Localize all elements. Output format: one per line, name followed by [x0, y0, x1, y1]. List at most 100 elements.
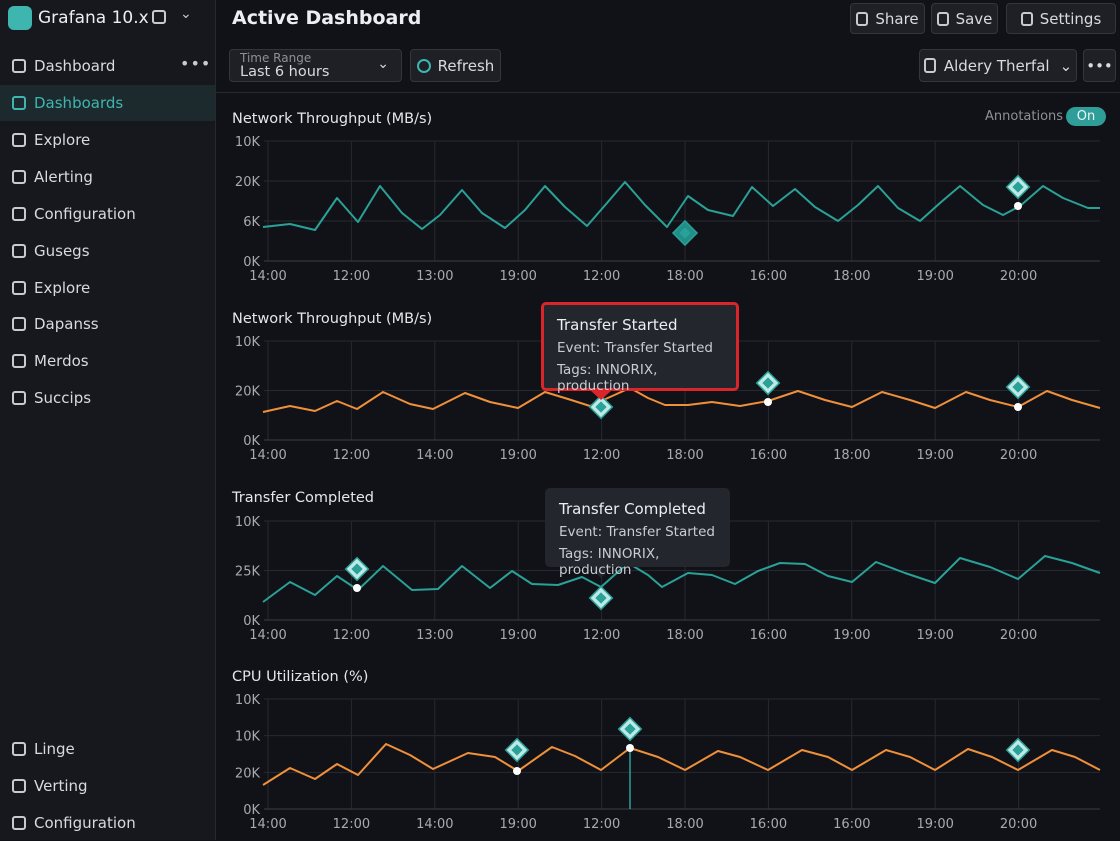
refresh-button[interactable]: Refresh — [410, 49, 501, 82]
nav-item[interactable]: Succips — [0, 380, 215, 416]
nav-item[interactable]: Gusegs — [0, 233, 215, 269]
nav-item[interactable]: Configuration — [0, 196, 215, 232]
header-button[interactable]: Share — [850, 3, 925, 34]
y-tick-label: 0K — [243, 255, 260, 270]
y-tick-label: 10K — [235, 693, 261, 708]
nav-label: Dapanss — [34, 315, 99, 333]
x-tick-label: 12:00 — [333, 817, 370, 832]
annotation-marker-core — [595, 401, 607, 413]
x-tick-label: 20:00 — [1000, 269, 1037, 284]
y-tick-label: 0K — [243, 803, 260, 818]
y-tick-label: 6K — [243, 215, 260, 230]
nav-item[interactable]: Explore — [0, 122, 215, 158]
time-range-label: Time Range — [240, 51, 312, 65]
nav-icon — [12, 779, 26, 793]
tooltip-event: Event: Transfer Started — [559, 524, 715, 540]
nav-item[interactable]: Alerting — [0, 159, 215, 195]
annotation-marker-core — [511, 744, 523, 756]
x-tick-label: 16:00 — [750, 628, 787, 643]
nav-icon — [12, 133, 26, 147]
nav-item[interactable]: Dashboard — [0, 48, 215, 84]
dashboard-title: Active Dashboard — [232, 7, 422, 29]
annotation-marker-core — [679, 227, 691, 239]
nav-item[interactable]: Dashboards — [0, 85, 215, 121]
header-button[interactable]: Save — [931, 3, 998, 34]
x-tick-label: 12:00 — [333, 448, 370, 463]
more-menu[interactable]: ••• — [1083, 49, 1116, 82]
sidebar: Grafana 10.x ⌄ ••• Dashboard Dashboards Ex… — [0, 0, 216, 840]
panel-toggle[interactable] — [152, 10, 166, 24]
x-tick-label: 16:00 — [750, 269, 787, 284]
annotation-marker-core — [1012, 744, 1024, 756]
x-tick-label: 12:00 — [333, 269, 370, 284]
annotation-marker-core — [762, 377, 774, 389]
nav-item[interactable]: Verting — [0, 768, 215, 804]
series-line — [262, 743, 1101, 786]
nav-item[interactable]: Configuration — [0, 805, 215, 841]
user-picker[interactable]: Aldery Therfal ⌄ — [919, 49, 1077, 82]
y-tick-label: 10K — [235, 515, 261, 530]
y-tick-label: 0K — [243, 434, 260, 449]
nav-label: Verting — [34, 777, 88, 795]
nav-icon — [12, 244, 26, 258]
annotation-dot — [1014, 202, 1022, 210]
nav-icon — [12, 281, 26, 295]
time-range-picker[interactable]: Time Range Last 6 hours ⌄ — [229, 49, 402, 82]
tooltip: Transfer Started Event: Transfer Started… — [541, 302, 739, 394]
header-button[interactable]: Settings — [1006, 3, 1116, 34]
y-tick-label: 10K — [235, 730, 261, 745]
x-tick-label: 14:00 — [249, 817, 286, 832]
x-tick-label: 19:00 — [499, 817, 536, 832]
nav-label: Explore — [34, 131, 91, 149]
x-tick-label: 18:00 — [833, 269, 870, 284]
more[interactable]: ••• — [180, 54, 212, 73]
annotation-marker-core — [1012, 181, 1024, 193]
nav-item[interactable]: Dapanss — [0, 306, 215, 342]
tooltip: Transfer Completed Event: Transfer Start… — [545, 488, 730, 578]
tooltip-pointer — [590, 390, 612, 400]
x-tick-label: 14:00 — [416, 817, 453, 832]
x-tick-label: 19:00 — [916, 628, 953, 643]
x-tick-label: 19:00 — [499, 448, 536, 463]
x-tick-label: 18:00 — [833, 448, 870, 463]
y-tick-label: 0K — [243, 614, 260, 629]
annotation-dot — [513, 767, 521, 775]
tooltip-title: Transfer Completed — [559, 500, 706, 518]
nav-label: Dashboards — [34, 94, 124, 112]
x-tick-label: 12:00 — [583, 628, 620, 643]
x-tick-label: 12:00 — [583, 817, 620, 832]
x-tick-label: 16:00 — [750, 817, 787, 832]
x-tick-label: 18:00 — [666, 817, 703, 832]
x-tick-label: 18:00 — [666, 448, 703, 463]
nav-icon — [12, 354, 26, 368]
annotations-toggle[interactable]: On — [1066, 107, 1106, 126]
tooltip-event: Event: Transfer Started — [557, 340, 713, 356]
x-tick-label: 20:00 — [1000, 448, 1037, 463]
brand-menu[interactable]: ⌄ — [180, 6, 192, 22]
x-tick-label: 12:00 — [333, 628, 370, 643]
series-line — [262, 555, 1101, 603]
annotation-marker-core — [351, 563, 363, 575]
nav-item[interactable]: Explore — [0, 270, 215, 306]
nav-label: Alerting — [34, 168, 93, 186]
button-icon — [1020, 11, 1033, 26]
button-label: Share — [875, 9, 919, 28]
nav-icon — [12, 59, 26, 73]
x-tick-label: 14:00 — [249, 628, 286, 643]
button-icon — [856, 11, 869, 26]
annotation-dot — [764, 398, 772, 406]
nav-icon — [12, 170, 26, 184]
nav-item[interactable]: Linge — [0, 731, 215, 767]
x-tick-label: 18:00 — [666, 269, 703, 284]
nav-label: Explore — [34, 279, 91, 297]
x-tick-label: 19:00 — [499, 628, 536, 643]
nav-icon — [12, 207, 26, 221]
x-tick-label: 13:00 — [416, 269, 453, 284]
x-tick-label: 20:00 — [1000, 628, 1037, 643]
x-tick-label: 14:00 — [249, 448, 286, 463]
y-tick-label: 20K — [235, 766, 261, 781]
button-label: Save — [955, 9, 993, 28]
nav-item[interactable]: Merdos — [0, 343, 215, 379]
x-tick-label: 18:00 — [666, 628, 703, 643]
y-tick-label: 25K — [235, 565, 261, 580]
